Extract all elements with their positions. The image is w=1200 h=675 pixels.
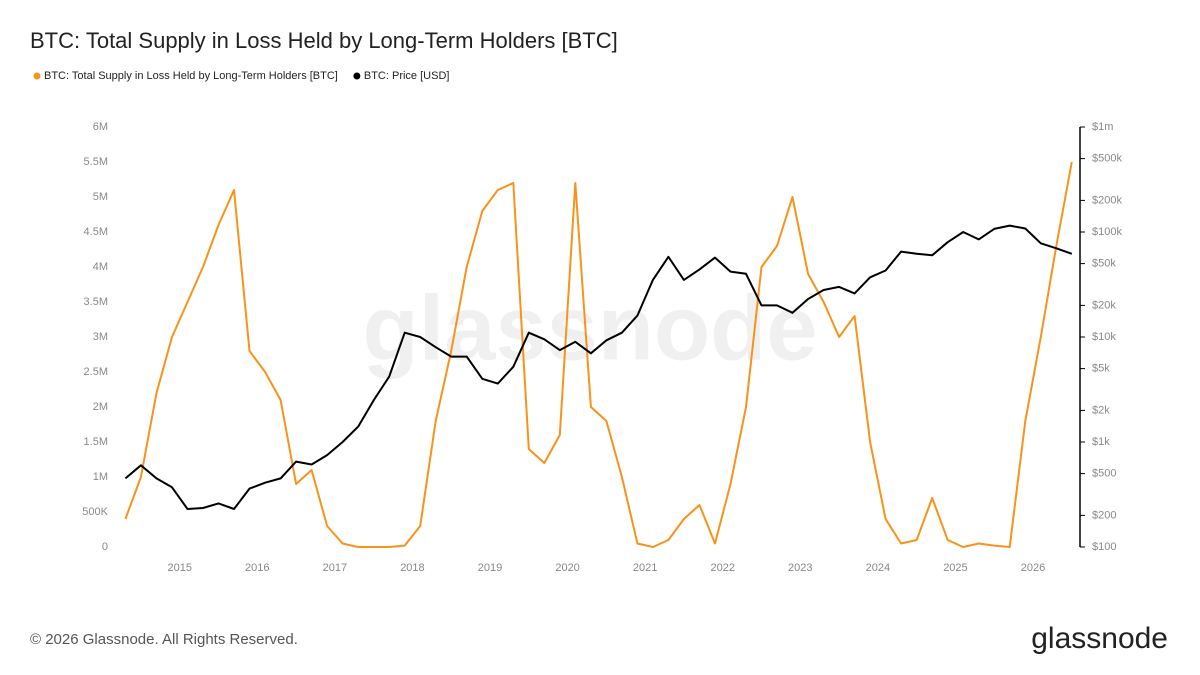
y-tick-label: 3.5M: [84, 296, 108, 308]
brand-logo: glassnode: [1031, 622, 1168, 655]
y2-tick-label: $100: [1092, 541, 1116, 553]
legend-marker: [33, 72, 41, 80]
y2-tick-label: $50k: [1092, 258, 1116, 270]
x-tick-label: 2021: [633, 562, 657, 574]
legend-marker: [353, 72, 361, 80]
y-tick-label: 4M: [93, 261, 108, 273]
y2-tick-label: $500: [1092, 468, 1116, 480]
y2-tick-label: $20k: [1092, 299, 1116, 311]
y-tick-label: 4.5M: [84, 226, 108, 238]
x-tick-label: 2017: [323, 562, 347, 574]
legend-label: BTC: Total Supply in Loss Held by Long-T…: [44, 70, 338, 82]
y-tick-label: 3M: [93, 331, 108, 343]
x-tick-label: 2024: [866, 562, 890, 574]
y-tick-label: 2.5M: [84, 366, 108, 378]
x-tick-label: 2026: [1021, 562, 1045, 574]
y2-tick-label: $5k: [1092, 363, 1110, 375]
watermark: glassnode: [362, 277, 817, 379]
x-tick-label: 2022: [710, 562, 734, 574]
y2-tick-label: $100k: [1092, 226, 1122, 238]
series-line: [124, 161, 1073, 548]
y-tick-label: 6M: [93, 121, 108, 133]
y2-tick-label: $2k: [1092, 404, 1110, 416]
copyright: © 2026 Glassnode. All Rights Reserved.: [30, 631, 298, 648]
x-tick-label: 2025: [943, 562, 967, 574]
x-tick-label: 2015: [167, 562, 191, 574]
x-tick-label: 2023: [788, 562, 812, 574]
y-tick-label: 500K: [82, 506, 108, 518]
y-tick-label: 5M: [93, 191, 108, 203]
x-tick-label: 2018: [400, 562, 424, 574]
y2-tick-label: $1k: [1092, 436, 1110, 448]
y2-tick-label: $200k: [1092, 194, 1122, 206]
y-tick-label: 5.5M: [84, 156, 108, 168]
x-tick-label: 2019: [478, 562, 502, 574]
y-tick-label: 0: [102, 541, 108, 553]
y-tick-label: 2M: [93, 401, 108, 413]
y2-tick-label: $500k: [1092, 153, 1122, 165]
y2-tick-label: $10k: [1092, 331, 1116, 343]
y2-tick-label: $1m: [1092, 121, 1113, 133]
series-line: [124, 224, 1073, 510]
y-tick-label: 1.5M: [84, 436, 108, 448]
y-tick-label: 1M: [93, 471, 108, 483]
y2-tick-label: $200: [1092, 509, 1116, 521]
x-tick-label: 2016: [245, 562, 269, 574]
x-tick-label: 2020: [555, 562, 579, 574]
chart-title: BTC: Total Supply in Loss Held by Long-T…: [30, 28, 618, 53]
legend-label: BTC: Price [USD]: [364, 70, 450, 82]
